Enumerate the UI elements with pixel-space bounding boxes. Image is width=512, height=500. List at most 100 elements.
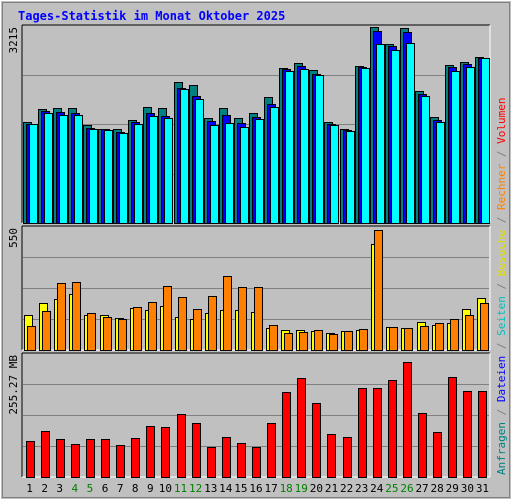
right-legend-part: Volumen — [495, 97, 508, 143]
bar-seiten-day-18 — [285, 71, 294, 224]
bar-seiten-day-12 — [195, 99, 204, 224]
bar-volumen-day-21 — [327, 434, 336, 478]
right-legend-part: Seiten — [495, 296, 508, 336]
bar-seiten-day-16 — [255, 119, 264, 224]
x-tick-day-15: 15 — [234, 482, 247, 495]
bar-seiten-day-2 — [44, 113, 53, 224]
y-max-label-visits: 550 — [7, 228, 20, 248]
bar-volumen-day-11 — [177, 414, 186, 478]
right-legend-part: / — [495, 276, 508, 296]
x-tick-day-26: 26 — [400, 482, 413, 495]
bar-volumen-day-27 — [418, 413, 427, 478]
bar-volumen-day-30 — [463, 391, 472, 478]
x-tick-day-22: 22 — [340, 482, 353, 495]
bar-rechner-day-29 — [450, 319, 459, 351]
x-tick-day-2: 2 — [41, 482, 48, 495]
bar-rechner-day-1 — [27, 326, 36, 351]
right-legend-part: / — [495, 144, 508, 164]
bar-seiten-day-20 — [315, 75, 324, 224]
y-max-label-volume: 255.27 MB — [7, 355, 20, 415]
bar-seiten-day-27 — [421, 96, 430, 224]
bar-rechner-day-4 — [72, 282, 81, 351]
right-legend-part: / — [495, 336, 508, 356]
bar-rechner-day-10 — [163, 286, 172, 351]
right-legend-part: Besuche — [495, 230, 508, 276]
x-tick-day-9: 9 — [147, 482, 154, 495]
right-legend-part: / — [495, 210, 508, 230]
x-tick-day-14: 14 — [219, 482, 233, 495]
right-legend-label: Anfragen / Dateien / Seiten / Besuche / … — [495, 97, 508, 475]
bar-rechner-day-31 — [480, 303, 489, 351]
bar-volumen-day-7 — [116, 445, 125, 478]
bar-seiten-day-23 — [361, 68, 370, 224]
x-tick-day-21: 21 — [325, 482, 338, 495]
bar-volumen-day-3 — [56, 439, 65, 478]
bar-seiten-day-5 — [89, 129, 98, 224]
x-tick-day-8: 8 — [132, 482, 139, 495]
bar-volumen-day-8 — [131, 438, 140, 478]
y-max-label-hits: 3215 — [7, 27, 20, 54]
bar-seiten-day-21 — [330, 125, 339, 224]
x-tick-day-31: 31 — [476, 482, 489, 495]
x-tick-day-4: 4 — [72, 482, 79, 495]
x-tick-day-25: 25 — [385, 482, 398, 495]
bar-rechner-day-17 — [269, 325, 278, 351]
bar-volumen-day-22 — [343, 437, 352, 478]
x-tick-day-18: 18 — [280, 482, 293, 495]
x-tick-day-29: 29 — [446, 482, 459, 495]
bar-seiten-day-1 — [29, 124, 38, 224]
bar-volumen-day-10 — [161, 427, 170, 478]
right-legend-part: Rechner — [495, 163, 508, 210]
bar-seiten-day-11 — [180, 89, 189, 224]
x-tick-day-6: 6 — [102, 482, 109, 495]
bar-seiten-day-26 — [406, 43, 415, 224]
x-tick-day-1: 1 — [26, 482, 33, 495]
bar-volumen-day-16 — [252, 447, 261, 478]
bar-seiten-day-4 — [74, 115, 83, 224]
x-tick-day-16: 16 — [249, 482, 262, 495]
bar-seiten-day-14 — [225, 123, 234, 224]
bar-volumen-day-4 — [71, 444, 80, 478]
bar-rechner-day-25 — [389, 327, 398, 351]
bar-rechner-day-21 — [329, 334, 338, 351]
chart-title: Tages-Statistik im Monat Oktober 2025 — [18, 9, 285, 23]
bar-volumen-day-1 — [26, 441, 35, 478]
bar-rechner-day-24 — [374, 230, 383, 351]
bar-seiten-day-19 — [300, 69, 309, 224]
bar-rechner-day-20 — [314, 330, 323, 351]
bar-volumen-day-25 — [388, 380, 397, 478]
bar-seiten-day-9 — [149, 116, 158, 224]
bar-seiten-day-28 — [436, 122, 445, 224]
bar-volumen-day-13 — [207, 447, 216, 478]
bar-volumen-day-12 — [192, 423, 201, 478]
bar-volumen-day-31 — [478, 391, 487, 478]
x-tick-day-19: 19 — [295, 482, 308, 495]
x-tick-day-17: 17 — [264, 482, 277, 495]
right-legend-part: Anfragen — [495, 422, 508, 475]
bar-seiten-day-17 — [270, 107, 279, 224]
bar-rechner-day-3 — [57, 283, 66, 351]
bar-volumen-day-18 — [282, 392, 291, 478]
bar-seiten-day-15 — [240, 127, 249, 224]
x-tick-day-20: 20 — [310, 482, 323, 495]
bar-rechner-day-27 — [420, 326, 429, 351]
bar-seiten-day-22 — [346, 131, 355, 224]
x-tick-day-30: 30 — [461, 482, 474, 495]
bar-rechner-day-12 — [193, 309, 202, 351]
bar-volumen-day-14 — [222, 437, 231, 478]
bar-rechner-day-9 — [148, 302, 157, 351]
bar-rechner-day-23 — [359, 329, 368, 351]
bar-volumen-day-15 — [237, 443, 246, 478]
bar-rechner-day-2 — [42, 311, 51, 351]
x-tick-day-7: 7 — [117, 482, 124, 495]
bar-volumen-day-17 — [267, 423, 276, 478]
bar-rechner-day-5 — [87, 313, 96, 351]
bar-rechner-day-22 — [344, 331, 353, 351]
right-legend-part: / — [495, 402, 508, 422]
bar-volumen-day-9 — [146, 426, 155, 478]
bar-rechner-day-16 — [254, 287, 263, 351]
bar-rechner-day-7 — [118, 319, 127, 351]
